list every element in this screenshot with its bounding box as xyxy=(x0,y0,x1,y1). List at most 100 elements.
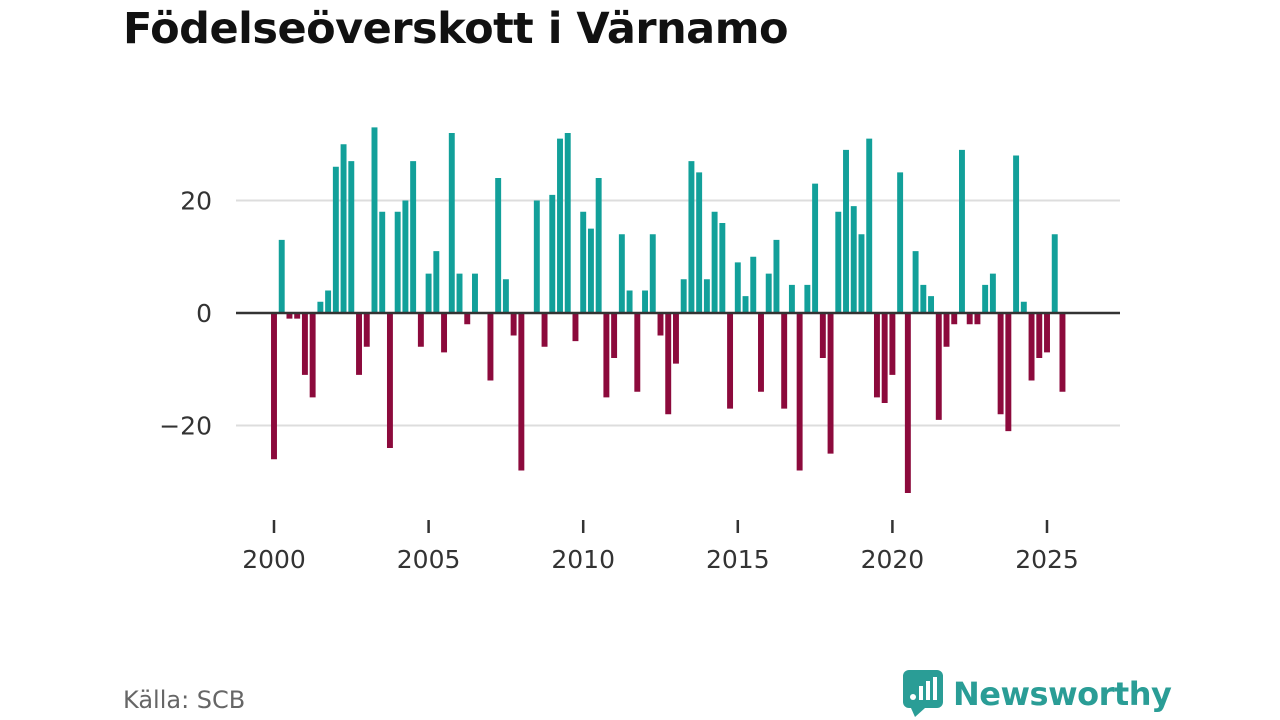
bar xyxy=(332,166,339,313)
bar xyxy=(959,149,965,314)
bar xyxy=(348,161,355,314)
bar xyxy=(271,313,277,460)
bar xyxy=(843,149,849,314)
bar xyxy=(680,279,687,313)
bar xyxy=(441,313,448,353)
bar xyxy=(657,313,664,336)
bar xyxy=(889,313,896,375)
bar xyxy=(278,239,285,314)
chart-title: Födelseöverskott i Värnamo xyxy=(123,4,789,54)
bar xyxy=(904,313,911,493)
bar xyxy=(309,313,316,398)
bar xyxy=(997,313,1004,415)
bar xyxy=(286,313,293,319)
bar xyxy=(1005,313,1012,432)
bar xyxy=(688,161,695,314)
bar xyxy=(943,313,950,347)
bar xyxy=(402,200,409,313)
bar xyxy=(533,200,540,313)
bar xyxy=(734,262,741,314)
bar xyxy=(696,172,703,314)
bar xyxy=(495,178,502,313)
bar xyxy=(866,138,873,314)
bar xyxy=(1051,234,1058,313)
bar xyxy=(912,251,919,314)
bar xyxy=(572,313,579,342)
bar xyxy=(804,284,811,314)
bar xyxy=(881,313,888,403)
bar xyxy=(796,313,803,471)
bar xyxy=(742,296,749,314)
bar xyxy=(781,313,788,409)
bar xyxy=(371,127,378,314)
bar xyxy=(626,290,633,313)
brand-name: Newsworthy xyxy=(953,675,1172,713)
bar xyxy=(719,223,726,313)
bar xyxy=(989,273,996,314)
bar xyxy=(649,234,656,313)
bar xyxy=(301,313,308,375)
bar xyxy=(1044,313,1050,353)
bar-layer xyxy=(271,127,1066,493)
y-tick-label: 20 xyxy=(180,187,212,216)
bar xyxy=(966,313,973,325)
bar xyxy=(703,279,710,313)
bar xyxy=(611,313,618,358)
bar xyxy=(557,138,563,314)
bar xyxy=(758,313,764,392)
bar xyxy=(858,234,865,313)
bar xyxy=(595,178,602,313)
bar xyxy=(356,313,362,375)
bar xyxy=(812,183,819,314)
bar xyxy=(773,239,780,314)
bar xyxy=(294,313,301,319)
bar xyxy=(982,284,989,314)
bar xyxy=(564,133,571,313)
bar xyxy=(634,313,641,392)
bar xyxy=(897,172,904,314)
bar xyxy=(363,313,370,347)
x-tick-label: 2020 xyxy=(861,545,925,574)
bar xyxy=(317,301,324,313)
bar xyxy=(928,296,935,314)
y-tick-label: 0 xyxy=(196,299,212,328)
bar xyxy=(379,211,386,313)
bar xyxy=(340,144,347,313)
bar xyxy=(487,313,494,381)
bar xyxy=(502,279,509,313)
bar xyxy=(835,211,842,313)
bar xyxy=(518,313,525,471)
bar xyxy=(673,313,679,364)
bar xyxy=(974,313,981,325)
bar xyxy=(618,234,625,313)
bar xyxy=(394,211,401,313)
bar xyxy=(665,313,672,415)
bar xyxy=(1013,155,1020,313)
bar xyxy=(873,313,880,398)
x-tick-label: 2015 xyxy=(706,545,770,574)
grid-layer xyxy=(236,199,1120,427)
bar xyxy=(448,133,455,313)
newsworthy-logo-icon xyxy=(903,670,943,717)
bar xyxy=(425,273,432,314)
brand-logo[interactable]: Newsworthy xyxy=(903,670,1172,718)
bar xyxy=(788,284,795,314)
bar xyxy=(410,161,417,314)
bar xyxy=(549,194,556,314)
x-tick-label: 2025 xyxy=(1015,545,1079,574)
bar xyxy=(819,313,826,358)
axis-layer: 20 0 −20 2000 2005 2010 2015 2020 2025 xyxy=(159,187,1120,574)
bar xyxy=(765,273,772,314)
bar xyxy=(472,273,478,314)
bar xyxy=(935,313,942,420)
bar xyxy=(827,313,834,454)
bar xyxy=(1028,313,1035,381)
x-tick-label: 2010 xyxy=(551,545,615,574)
bar xyxy=(587,228,594,314)
bar xyxy=(325,290,332,313)
bar xyxy=(951,313,958,325)
bar xyxy=(850,206,857,314)
bar xyxy=(580,211,587,313)
bar xyxy=(464,313,471,325)
y-tick-label: −20 xyxy=(159,412,212,441)
